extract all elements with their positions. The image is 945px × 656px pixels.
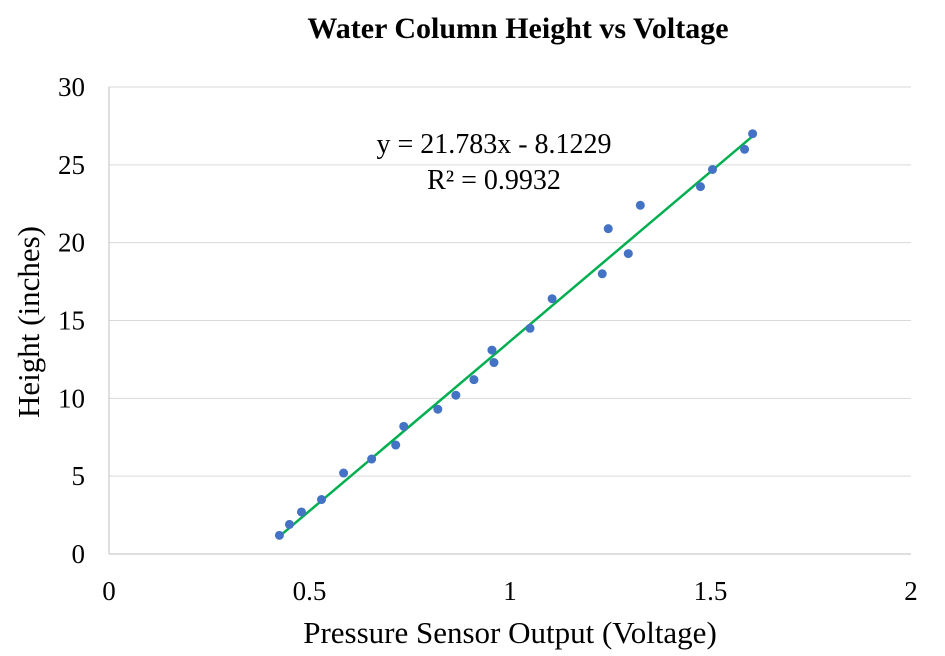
data-point <box>748 129 758 139</box>
data-point <box>451 390 461 400</box>
y-tick-label: 30 <box>58 72 85 102</box>
data-point <box>433 404 443 414</box>
x-tick-label: 2 <box>904 576 918 606</box>
y-tick-label: 25 <box>58 150 85 180</box>
data-point <box>623 249 633 259</box>
y-axis-title: Height (inches) <box>11 226 46 418</box>
data-point <box>296 507 306 517</box>
data-point <box>547 294 557 304</box>
x-tick-label: 0.5 <box>293 576 327 606</box>
data-point <box>695 182 705 192</box>
trendline-equation: y = 21.783x - 8.1229 <box>376 129 611 160</box>
chart-title: Water Column Height vs Voltage <box>307 12 728 45</box>
data-point <box>274 530 284 540</box>
data-point <box>740 144 750 154</box>
data-point <box>469 375 479 385</box>
x-tick-labels: 0 0.5 1 1.5 2 <box>102 576 918 606</box>
x-tick-label: 0 <box>102 576 116 606</box>
trendline <box>278 135 754 538</box>
data-point <box>525 323 535 333</box>
y-tick-label: 20 <box>58 228 85 258</box>
x-tick-label: 1.5 <box>694 576 728 606</box>
data-point <box>399 421 409 431</box>
x-tick-label: 1 <box>503 576 517 606</box>
trendline-r2: R² = 0.9932 <box>427 165 561 196</box>
axes <box>108 87 911 555</box>
data-point <box>635 200 645 210</box>
data-point <box>391 440 401 450</box>
x-axis-title: Pressure Sensor Output (Voltage) <box>303 615 717 650</box>
data-point <box>708 165 718 175</box>
data-point <box>317 495 327 505</box>
grid-lines <box>109 86 911 477</box>
data-point <box>597 269 607 279</box>
data-point <box>367 454 377 464</box>
data-point <box>284 519 294 529</box>
y-tick-label: 15 <box>58 306 85 336</box>
data-points <box>274 129 758 540</box>
data-point <box>603 224 613 234</box>
y-tick-label: 10 <box>58 383 85 413</box>
data-point <box>487 345 497 355</box>
y-tick-label: 5 <box>72 461 86 491</box>
y-tick-labels: 0 5 10 15 20 25 30 <box>58 72 85 569</box>
y-tick-label: 0 <box>72 539 86 569</box>
data-point <box>489 358 499 368</box>
data-point <box>339 468 349 478</box>
trendline-group <box>278 135 754 538</box>
